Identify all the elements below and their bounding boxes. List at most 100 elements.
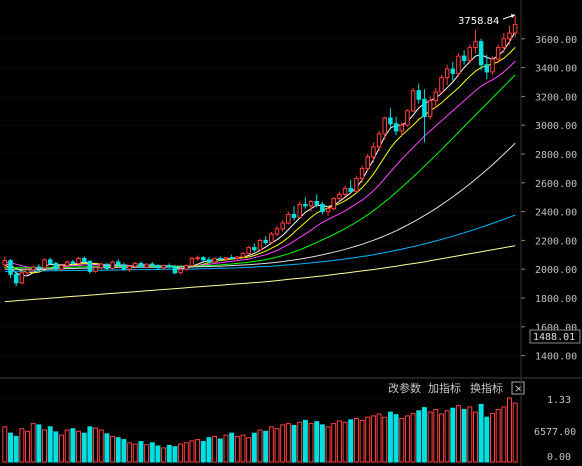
- candle[interactable]: [64, 260, 70, 268]
- candle[interactable]: [229, 254, 234, 260]
- candle[interactable]: [110, 260, 115, 270]
- candle[interactable]: [98, 262, 104, 270]
- candle[interactable]: [70, 259, 76, 265]
- candle[interactable]: [104, 263, 110, 270]
- candle[interactable]: [240, 251, 246, 258]
- candle[interactable]: [478, 38, 484, 71]
- candle[interactable]: [150, 262, 155, 267]
- candle[interactable]: [189, 256, 195, 267]
- candle[interactable]: [13, 272, 19, 287]
- candle[interactable]: [132, 262, 138, 268]
- candle[interactable]: [223, 256, 229, 262]
- candle[interactable]: [155, 264, 161, 270]
- close-indicator-button[interactable]: ×: [511, 381, 525, 395]
- candle[interactable]: [376, 130, 382, 152]
- candle[interactable]: [348, 179, 353, 193]
- candle[interactable]: [87, 260, 93, 274]
- candle[interactable]: [433, 87, 439, 108]
- candle[interactable]: [195, 255, 200, 261]
- candle[interactable]: [291, 205, 297, 221]
- candle[interactable]: [461, 50, 467, 65]
- price-tick-label: 2800.00: [535, 150, 577, 161]
- candle[interactable]: [274, 226, 280, 237]
- candle[interactable]: [161, 264, 166, 270]
- candle[interactable]: [115, 259, 121, 267]
- candle[interactable]: [47, 257, 53, 265]
- candle[interactable]: [501, 33, 507, 54]
- candle[interactable]: [138, 261, 144, 268]
- candle[interactable]: [490, 56, 495, 75]
- candlesticks[interactable]: [2, 15, 518, 287]
- candle[interactable]: [405, 109, 410, 127]
- candle[interactable]: [444, 64, 450, 85]
- candle[interactable]: [19, 270, 25, 285]
- candle[interactable]: [416, 83, 422, 104]
- candle[interactable]: [382, 116, 388, 140]
- candle[interactable]: [427, 96, 433, 120]
- candle[interactable]: [201, 256, 206, 262]
- candle[interactable]: [235, 256, 240, 262]
- candle[interactable]: [76, 256, 81, 265]
- candle[interactable]: [25, 267, 30, 275]
- candle[interactable]: [178, 267, 183, 275]
- candle[interactable]: [53, 262, 59, 271]
- candle[interactable]: [93, 266, 98, 273]
- candle[interactable]: [280, 220, 285, 232]
- candle[interactable]: [263, 236, 268, 245]
- candle[interactable]: [342, 185, 348, 198]
- candle[interactable]: [36, 264, 42, 270]
- candle[interactable]: [127, 264, 132, 273]
- volume-bar: [172, 446, 178, 463]
- candle[interactable]: [359, 165, 365, 183]
- candle[interactable]: [297, 201, 302, 219]
- candle[interactable]: [354, 175, 359, 193]
- candle[interactable]: [507, 25, 512, 45]
- candle[interactable]: [410, 87, 416, 113]
- candle[interactable]: [257, 238, 263, 251]
- candle[interactable]: [456, 53, 461, 77]
- candle[interactable]: [337, 191, 342, 202]
- candle[interactable]: [252, 243, 257, 252]
- candle[interactable]: [473, 30, 478, 54]
- candle[interactable]: [81, 256, 87, 263]
- candle[interactable]: [450, 61, 456, 81]
- candle[interactable]: [365, 154, 370, 172]
- candle[interactable]: [206, 256, 212, 264]
- candle[interactable]: [167, 263, 172, 269]
- candle[interactable]: [439, 74, 444, 94]
- candle[interactable]: [371, 142, 376, 163]
- add-indicator-button[interactable]: 加指标: [428, 381, 461, 395]
- candle[interactable]: [2, 256, 8, 269]
- candle[interactable]: [422, 89, 427, 143]
- candle[interactable]: [212, 257, 217, 263]
- candle[interactable]: [393, 116, 399, 136]
- candle[interactable]: [144, 263, 149, 269]
- candle[interactable]: [495, 44, 501, 64]
- candle[interactable]: [399, 122, 405, 137]
- candle[interactable]: [325, 205, 331, 216]
- candle[interactable]: [314, 194, 319, 208]
- candle[interactable]: [42, 258, 47, 269]
- modify-params-button[interactable]: 改参数: [388, 381, 421, 395]
- candle[interactable]: [303, 197, 308, 209]
- candle[interactable]: [484, 54, 490, 80]
- candle[interactable]: [286, 211, 291, 225]
- candle[interactable]: [59, 264, 64, 272]
- candle[interactable]: [269, 231, 274, 244]
- candle[interactable]: [308, 200, 314, 212]
- candle[interactable]: [467, 44, 473, 62]
- candle[interactable]: [331, 197, 336, 211]
- candle[interactable]: [121, 262, 127, 271]
- candle[interactable]: [218, 256, 223, 261]
- candle[interactable]: [184, 264, 189, 271]
- candle[interactable]: [172, 264, 178, 275]
- candle[interactable]: [512, 15, 518, 38]
- switch-indicator-button[interactable]: 换指标: [470, 381, 503, 395]
- candle[interactable]: [320, 201, 325, 215]
- candle[interactable]: [8, 259, 13, 278]
- candle[interactable]: [30, 265, 36, 273]
- candle[interactable]: [246, 246, 251, 255]
- candle-body: [280, 222, 285, 230]
- candle[interactable]: [388, 107, 393, 129]
